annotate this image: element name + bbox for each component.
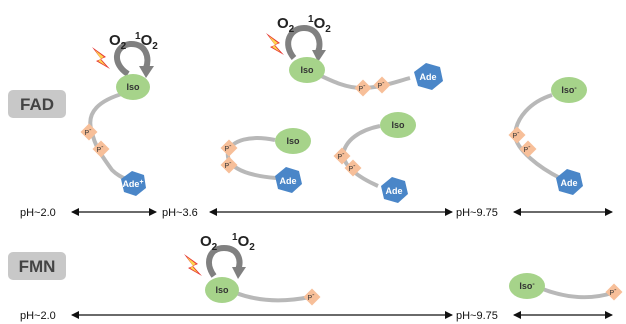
photo-excitation-a: O2 1O2 [92,31,158,78]
iso-node: Iso [289,57,325,83]
iso-node: Iso [275,128,311,154]
svg-text:P-: P- [84,127,92,137]
svg-text:1O2: 1O2 [232,232,255,253]
ph-tick-label: pH~9.75 [456,207,498,219]
svg-text:P-: P- [512,130,520,140]
svg-text:Iso: Iso [126,82,140,92]
svg-text:Iso: Iso [286,136,300,146]
iso-node: Iso [205,277,239,303]
phosphate-node: P- [333,147,351,165]
phosphate-node: P- [80,123,98,141]
svg-text:1O2: 1O2 [135,31,158,52]
fad-molecule-ph975: Iso- P- P- Ade [508,77,587,195]
fmn-ph-axis: pH~2.0 pH~9.75 [20,310,613,322]
svg-text:P-: P- [96,144,104,154]
fmn-molecule-ph2: O2 1O2 Iso P- [184,232,321,306]
ph-tick-label: pH~2.0 [20,310,56,322]
iso-node: Iso [116,74,150,100]
fmn-label: FMN [8,252,66,280]
fad-ph-axis: pH~2.0 pH~3.6 pH~9.75 [20,207,613,219]
phosphate-node: P- [220,156,238,174]
svg-text:P-: P- [358,83,366,93]
ph-tick-label: pH~2.0 [20,207,56,219]
svg-text:Ade+: Ade+ [122,179,143,189]
phosphate-node: P- [344,159,362,177]
ph-tick-label: pH~3.6 [162,207,198,219]
svg-text:Iso: Iso [215,285,229,295]
ade-node: Ade [275,167,302,193]
fad-molecule-ph36-stacked: Iso P- P- Ade [220,128,311,193]
fad-molecule-ph36-open: O2 1O2 Iso P- P- Ade [266,14,443,97]
svg-text:P-: P- [224,143,232,153]
svg-text:P-: P- [307,292,315,302]
phosphate-node: P- [373,76,391,94]
svg-text:P-: P- [523,144,531,154]
photo-excitation-c: O2 1O2 [184,232,255,279]
svg-text:Ade: Ade [279,176,296,186]
svg-text:O2: O2 [277,15,295,35]
svg-text:O2: O2 [200,233,218,253]
svg-text:P-: P- [609,287,617,297]
svg-text:Iso-: Iso- [519,281,535,291]
fad-label: FAD [8,90,66,118]
svg-text:P-: P- [348,163,356,173]
svg-text:Ade: Ade [419,72,436,82]
ade-plus-node: Ade+ [121,171,146,196]
ph-tick-label: pH~9.75 [456,310,498,322]
svg-text:P-: P- [224,160,232,170]
ade-node: Ade [381,177,408,203]
phosphate-node: P- [303,288,321,306]
ade-node: Ade [556,169,583,195]
iso-minus-node: Iso- [551,77,587,103]
svg-text:P-: P- [377,80,385,90]
phosphate-node: P- [519,140,537,158]
fad-molecule-ph36-extended: Iso P- P- Ade [333,112,416,203]
phosphate-node: P- [508,126,526,144]
photo-excitation-b: O2 1O2 [266,14,331,62]
svg-text:Ade: Ade [385,186,402,196]
svg-text:P-: P- [337,151,345,161]
phosphate-node: P- [354,79,372,97]
fad-molecule-ph2: O2 1O2 Iso P- P- Ade+ [80,31,158,196]
svg-text:FAD: FAD [20,95,54,114]
svg-text:1O2: 1O2 [308,14,331,35]
svg-text:O2: O2 [109,32,127,52]
phosphate-node: P- [220,139,238,157]
svg-text:Iso: Iso [300,65,314,75]
ade-node: Ade [414,63,443,90]
svg-text:FMN: FMN [19,257,56,276]
svg-text:Iso-: Iso- [561,85,577,95]
phosphate-node: P- [92,140,110,158]
fmn-molecule-ph975: Iso- P- [509,273,623,301]
iso-minus-node: Iso- [509,273,545,299]
svg-text:Ade: Ade [560,178,577,188]
svg-text:Iso: Iso [391,120,405,130]
phosphate-node: P- [605,283,623,301]
iso-node: Iso [380,112,416,138]
